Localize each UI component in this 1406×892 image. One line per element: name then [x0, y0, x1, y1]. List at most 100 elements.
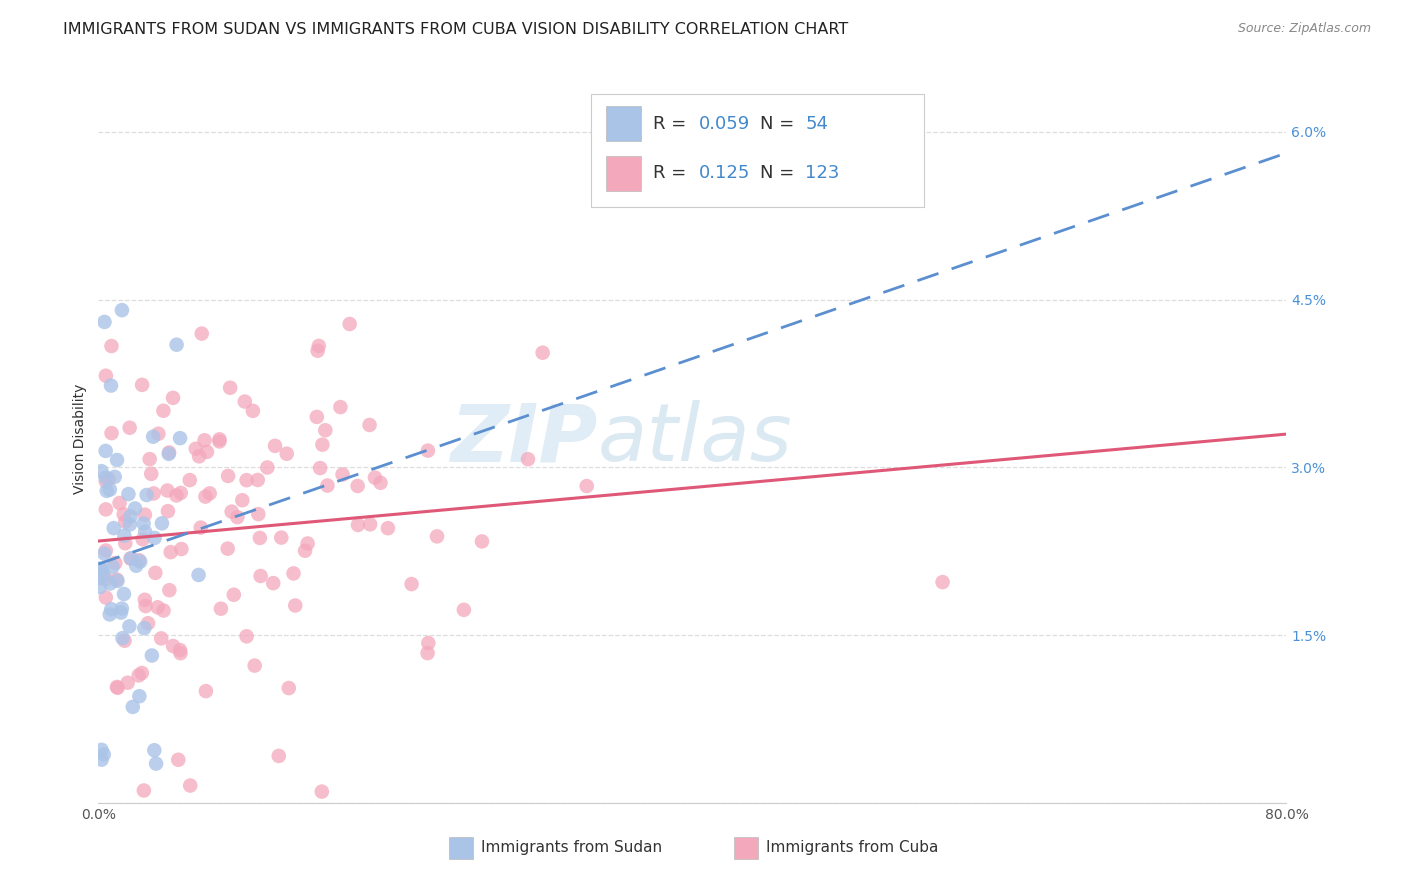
Point — [179, 779, 201, 793]
Y-axis label: Vision Disability: Vision Disability — [73, 384, 87, 494]
Point — [121, 699, 143, 714]
Point — [217, 541, 239, 556]
Point — [243, 658, 266, 673]
Point — [187, 568, 209, 582]
Point — [294, 543, 316, 558]
Point — [332, 467, 354, 482]
Point — [98, 576, 121, 591]
Point — [208, 434, 231, 449]
Point — [264, 439, 287, 453]
Point — [143, 743, 166, 757]
Point — [89, 561, 111, 575]
Point — [91, 563, 114, 577]
Point — [134, 524, 156, 539]
Point — [329, 400, 352, 414]
Point — [134, 508, 156, 522]
Point — [135, 488, 157, 502]
Point — [246, 473, 269, 487]
Point — [159, 545, 181, 559]
Point — [148, 426, 170, 441]
Point — [170, 486, 193, 500]
Point — [100, 339, 122, 353]
Point — [359, 417, 381, 432]
Text: Immigrants from Sudan: Immigrants from Sudan — [481, 840, 662, 855]
Point — [208, 433, 231, 447]
Point — [131, 377, 153, 392]
Point — [118, 421, 141, 435]
Text: ZIP: ZIP — [450, 401, 598, 478]
Point — [188, 450, 211, 464]
Point — [226, 510, 249, 524]
Point — [100, 602, 122, 616]
Point — [305, 409, 328, 424]
Point — [142, 486, 165, 500]
Point — [105, 453, 128, 467]
Point — [311, 784, 333, 798]
Point — [193, 434, 215, 448]
Point — [256, 460, 278, 475]
Point — [156, 483, 179, 498]
Point — [198, 486, 221, 500]
Point — [401, 577, 423, 591]
Point — [359, 517, 381, 532]
Point — [150, 632, 173, 646]
Point — [132, 516, 155, 531]
Point — [235, 473, 257, 487]
Point — [134, 592, 156, 607]
Text: 54: 54 — [806, 115, 828, 133]
Point — [221, 505, 243, 519]
Point — [128, 668, 150, 682]
Point — [145, 756, 167, 771]
Point — [575, 479, 598, 493]
Text: N =: N = — [761, 115, 800, 133]
Point — [156, 504, 179, 518]
Point — [209, 601, 232, 615]
Point — [316, 478, 339, 492]
FancyBboxPatch shape — [592, 94, 924, 207]
Point — [138, 452, 160, 467]
Point — [222, 588, 245, 602]
Point — [93, 547, 115, 561]
Point — [93, 747, 115, 762]
Point — [93, 568, 115, 582]
Point — [118, 619, 141, 633]
Point — [110, 606, 132, 620]
Point — [190, 520, 212, 534]
Point — [111, 303, 134, 318]
Point — [418, 636, 440, 650]
Text: R =: R = — [654, 115, 692, 133]
FancyBboxPatch shape — [606, 106, 641, 141]
Point — [101, 559, 124, 574]
Point — [195, 445, 218, 459]
Point — [136, 616, 159, 631]
Text: R =: R = — [654, 164, 692, 182]
Point — [284, 599, 307, 613]
Point — [117, 675, 139, 690]
Text: IMMIGRANTS FROM SUDAN VS IMMIGRANTS FROM CUBA VISION DISABILITY CORRELATION CHAR: IMMIGRANTS FROM SUDAN VS IMMIGRANTS FROM… — [63, 22, 848, 37]
Point — [90, 753, 112, 767]
Point — [93, 315, 115, 329]
Text: Source: ZipAtlas.com: Source: ZipAtlas.com — [1237, 22, 1371, 36]
Point — [142, 430, 165, 444]
Point — [100, 378, 122, 392]
Point — [98, 483, 121, 497]
Point — [118, 517, 141, 532]
Point — [453, 603, 475, 617]
Point — [152, 403, 174, 417]
Point — [90, 743, 112, 757]
Text: 0.125: 0.125 — [699, 164, 749, 182]
Point — [94, 444, 117, 458]
Point — [517, 452, 540, 467]
Point — [170, 542, 193, 557]
Point — [98, 607, 121, 622]
Point — [124, 501, 146, 516]
Point — [249, 531, 271, 545]
Point — [103, 521, 125, 535]
Point — [169, 431, 191, 445]
Point — [141, 648, 163, 663]
Point — [94, 470, 117, 484]
Point — [157, 445, 180, 459]
Point — [162, 639, 184, 653]
FancyBboxPatch shape — [606, 156, 641, 191]
Point — [370, 475, 392, 490]
